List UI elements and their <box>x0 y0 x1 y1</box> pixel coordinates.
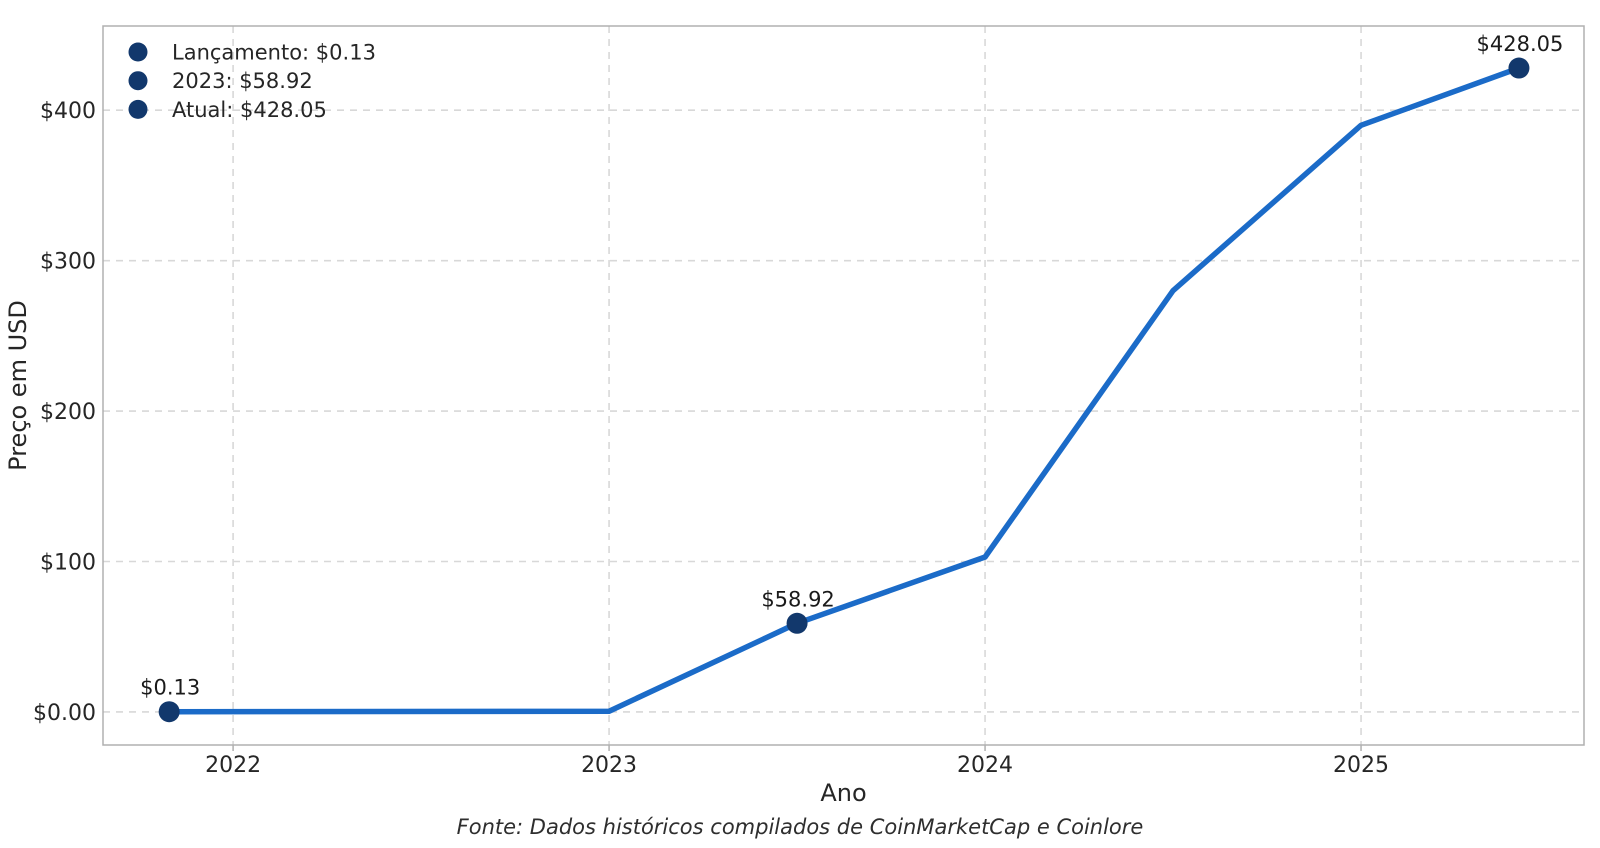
legend-circle-icon <box>128 71 148 91</box>
gridlines <box>103 26 1584 745</box>
legend-item-label: Lançamento: $0.13 <box>172 41 376 65</box>
plot-area-border <box>102 25 1585 746</box>
legend-item: Atual: $428.05 <box>128 98 327 122</box>
data-point-marker <box>786 612 808 634</box>
legend-circle-icon <box>128 42 148 62</box>
x-tick-label: 2022 <box>205 753 261 778</box>
legend-item: Lançamento: $0.13 <box>128 41 376 65</box>
x-axis-label: Ano <box>820 779 866 807</box>
data-point-label: $0.13 <box>140 676 200 700</box>
price-line-series <box>166 65 1522 715</box>
x-tick-label: 2024 <box>957 753 1013 778</box>
data-point-marker <box>158 701 180 723</box>
y-tick-label: $200 <box>40 400 96 425</box>
y-tick-label: $0.00 <box>33 701 96 726</box>
data-point-label: $428.05 <box>1477 32 1564 56</box>
x-tick-label: 2023 <box>581 753 637 778</box>
legend-item-label: 2023: $58.92 <box>172 69 313 93</box>
legend-item: 2023: $58.92 <box>128 69 313 93</box>
data-point-label: $58.92 <box>761 587 834 611</box>
point-annotations: $0.13 $58.92 $428.05 <box>140 32 1563 700</box>
data-point-marker <box>1508 57 1530 79</box>
y-tick-label: $100 <box>40 550 96 575</box>
legend-item-label: Atual: $428.05 <box>172 98 327 122</box>
y-axis-label: Preço em USD <box>4 300 32 471</box>
axis-ticks <box>232 745 1362 751</box>
axis-tick-labels: 2022 2023 2024 2025 $0.00 $100 $200 $300 $400 <box>33 99 1389 778</box>
y-tick-label: $300 <box>40 250 96 275</box>
data-point-markers <box>158 57 1530 723</box>
legend: Lançamento: $0.13 2023: $58.92 Atual: $428… <box>128 41 376 122</box>
legend-circle-icon <box>128 99 148 119</box>
x-tick-label: 2025 <box>1333 753 1389 778</box>
y-tick-label: $400 <box>40 99 96 124</box>
source-caption: Fonte: Dados históricos compilados de Co… <box>457 815 1144 839</box>
